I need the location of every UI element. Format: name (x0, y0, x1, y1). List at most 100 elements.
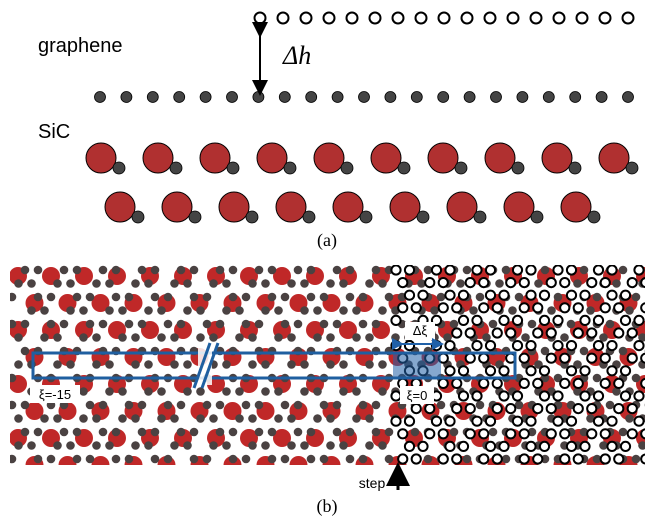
c-atom (651, 387, 655, 396)
c-atom (73, 455, 82, 464)
c-atom (151, 293, 160, 302)
graphene-atom (445, 291, 454, 300)
left-index-label: ξ=-15 (39, 387, 71, 402)
graphene-atom (432, 341, 441, 350)
c-atom (625, 414, 634, 423)
c-atom (248, 414, 257, 423)
c-atom (534, 468, 543, 477)
graphene-atom (533, 328, 542, 337)
graphene-atom (472, 391, 481, 400)
graphene-atom (452, 404, 461, 413)
c-atom (450, 428, 459, 437)
graphene-atom (560, 454, 569, 463)
c-atom (508, 468, 517, 477)
c-atom (359, 455, 368, 464)
c-atom (294, 266, 303, 275)
graphene-atom (547, 404, 556, 413)
graphene-atom (398, 278, 407, 287)
graphene-atom (547, 354, 556, 363)
graphene-label: graphene (38, 35, 123, 57)
graphene-atom (574, 379, 583, 388)
c-atom (86, 320, 95, 329)
c-atom (99, 320, 108, 329)
panel-a (86, 13, 638, 224)
graphene-atom (445, 366, 454, 375)
graphene-atom (301, 13, 312, 24)
c-atom (521, 333, 530, 342)
buffer-atom (464, 92, 475, 103)
c-atom (8, 320, 17, 329)
c-atom (157, 468, 166, 477)
c-atom (34, 266, 43, 275)
c-atom (66, 468, 75, 477)
c-atom (8, 455, 17, 464)
c-atom (287, 360, 296, 369)
graphene-atom (466, 404, 475, 413)
c-atom (34, 428, 43, 437)
c-atom (229, 428, 238, 437)
graphene-atom (614, 328, 623, 337)
buffer-atom (596, 92, 607, 103)
c-atom (112, 266, 121, 275)
graphene-atom (466, 354, 475, 363)
graphene-atom (580, 442, 589, 451)
si-atom (504, 192, 534, 222)
graphene-atom (439, 379, 448, 388)
graphene-atom (553, 417, 562, 426)
c-atom (255, 401, 264, 410)
graphene-atom (278, 13, 289, 24)
c-atom (203, 401, 212, 410)
c-atom (339, 306, 348, 315)
c-atom (326, 414, 335, 423)
graphene-atom (560, 429, 569, 438)
c-atom (313, 306, 322, 315)
c-atom (92, 441, 101, 450)
graphene-atom (439, 13, 450, 24)
c-atom (508, 306, 517, 315)
c-atom (183, 387, 192, 396)
graphene-atom (459, 391, 468, 400)
c-atom (190, 455, 199, 464)
c-atom (287, 279, 296, 288)
graphene-atom (412, 303, 421, 312)
graphene-atom (405, 265, 414, 274)
c-atom (612, 468, 621, 477)
si-atom (561, 192, 591, 222)
c-atom (303, 211, 315, 223)
c-atom (248, 333, 257, 342)
graphene-atom (580, 316, 589, 325)
c-atom (14, 279, 23, 288)
graphene-atom (472, 265, 481, 274)
c-atom (131, 414, 140, 423)
c-atom (606, 320, 615, 329)
graphene-atom (486, 265, 495, 274)
c-atom (131, 360, 140, 369)
c-atom (79, 387, 88, 396)
c-atom (229, 293, 238, 302)
c-atom (125, 320, 134, 329)
c-atom (21, 401, 30, 410)
graphene-atom (560, 278, 569, 287)
c-atom (378, 441, 387, 450)
c-atom (222, 441, 231, 450)
c-atom (203, 455, 212, 464)
graphene-atom (370, 13, 381, 24)
c-atom (151, 266, 160, 275)
graphene-atom (412, 454, 421, 463)
step-label: step (359, 475, 386, 491)
graphene-atom (486, 417, 495, 426)
c-atom (138, 266, 147, 275)
c-atom (27, 279, 36, 288)
c-atom (346, 455, 355, 464)
graphene-atom (628, 354, 637, 363)
graphene-atom (459, 291, 468, 300)
graphene-atom (628, 328, 637, 337)
buffer-atom (359, 92, 370, 103)
graphene-atom (574, 303, 583, 312)
graphene-atom (506, 278, 515, 287)
graphene-atom (445, 265, 454, 274)
graphene-atom (621, 391, 630, 400)
c-atom (177, 401, 186, 410)
caption-a: (a) (317, 230, 337, 251)
c-atom (209, 333, 218, 342)
